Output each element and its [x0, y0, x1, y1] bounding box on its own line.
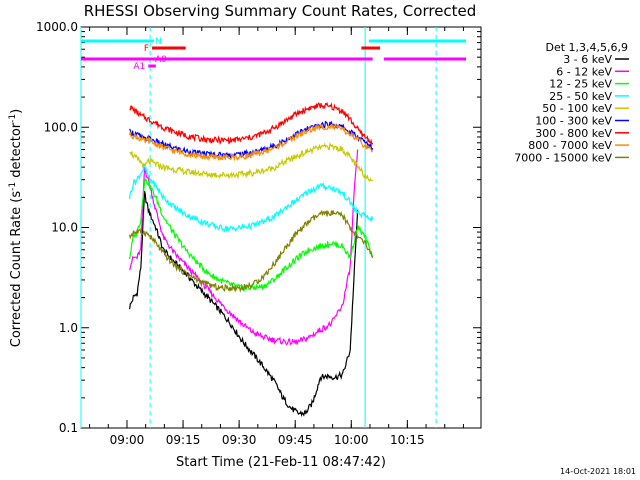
y-label-end: ): [9, 109, 24, 114]
flag-label: A1: [133, 62, 145, 72]
x-tick-label: 09:30: [222, 433, 257, 447]
x-tick-label: 09:00: [110, 433, 145, 447]
legend-label: 6 - 12 keV: [556, 65, 612, 78]
y-label-main: Corrected Count Rate (s: [9, 191, 24, 348]
legend-label: 100 - 300 keV: [535, 115, 612, 128]
x-axis-label: Start Time (21-Feb-11 08:47:42): [176, 455, 386, 470]
axis-ticks: 09:00 09:15 09:30 09:45 10:00 10:15 0.1 1.0 10.0…: [36, 20, 481, 447]
vertical-markers: [80, 27, 437, 428]
x-tick-label: 09:15: [166, 433, 201, 447]
legend-label: 3 - 6 keV: [563, 53, 612, 66]
y-label-sup2: -1: [8, 114, 18, 123]
legend-label: 50 - 100 keV: [542, 102, 612, 115]
y-tick-label: 0.1: [59, 421, 78, 435]
series-line: [129, 178, 374, 293]
flag-label: N: [155, 37, 162, 47]
y-axis-label: Corrected Count Rate (s-1 detector-1): [8, 109, 24, 347]
flag-label: F: [144, 44, 149, 54]
y-label-mid: detector: [9, 122, 24, 182]
series-line: [129, 122, 373, 162]
series-line: [129, 142, 374, 182]
legend-label: 12 - 25 keV: [549, 78, 612, 91]
chart-title: RHESSI Observing Summary Count Rates, Co…: [84, 2, 477, 20]
series-line: [129, 209, 374, 293]
series-line: [129, 190, 359, 418]
x-tick-label: 10:00: [334, 433, 369, 447]
series-group: [129, 101, 374, 418]
y-label-sup1: -1: [8, 182, 18, 191]
y-tick-label: 1000.0: [36, 20, 78, 34]
series-line: [129, 101, 374, 147]
series-line: [129, 164, 374, 233]
flag-label: A0: [155, 55, 167, 65]
plot-frame: [80, 26, 482, 429]
y-tick-label: 10.0: [51, 221, 78, 235]
y-tick-label: 1.0: [59, 321, 78, 335]
x-tick-label: 09:45: [278, 433, 313, 447]
y-tick-label: 100.0: [44, 120, 78, 134]
x-tick-label: 10:15: [390, 433, 425, 447]
legend-label: 25 - 50 keV: [549, 90, 612, 103]
series-line: [129, 149, 359, 346]
legend-title: Det 1,3,4,5,6,9: [545, 41, 628, 54]
timestamp: 14-Oct-2021 18:01: [560, 467, 636, 476]
flag-bars: NF A0 A1: [81, 37, 467, 72]
legend-label: 7000 - 15000 keV: [514, 151, 612, 164]
legend-label: 800 - 7000 keV: [528, 139, 612, 152]
legend-label: 300 - 800 keV: [535, 127, 612, 140]
